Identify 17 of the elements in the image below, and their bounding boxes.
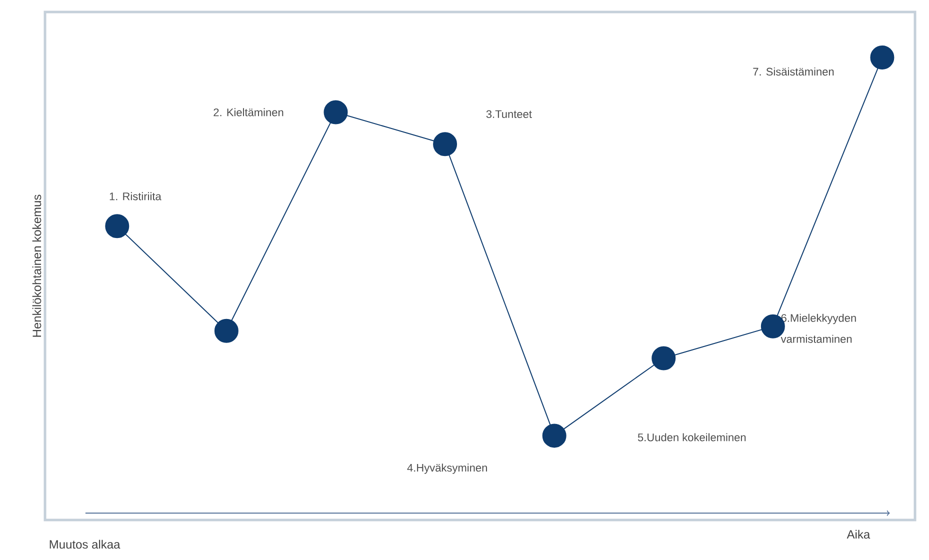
point xyxy=(433,132,458,156)
annotation: 3.Tunteet xyxy=(486,110,532,118)
point xyxy=(105,214,130,238)
annotation: 6.Mielekkyyden varmistaminen xyxy=(780,314,856,343)
point xyxy=(652,346,676,370)
point xyxy=(542,424,566,448)
point xyxy=(214,318,238,343)
annotation: 7. Sisäistäminen xyxy=(753,68,834,76)
annotation: 1. Ristiriita xyxy=(110,192,162,200)
text: Muutos alkaa xyxy=(50,540,120,549)
annotation: 4.Hyväksyminen xyxy=(407,464,487,474)
annotation: 5.Uuden kokeileminen xyxy=(638,433,746,442)
point xyxy=(324,100,348,124)
annotation: 2. Kieltäminen xyxy=(214,108,284,116)
y-axis-title: Henkilökohtainen kokemus xyxy=(32,194,42,337)
point xyxy=(870,46,894,70)
x-axis-title: Aika xyxy=(846,530,870,539)
